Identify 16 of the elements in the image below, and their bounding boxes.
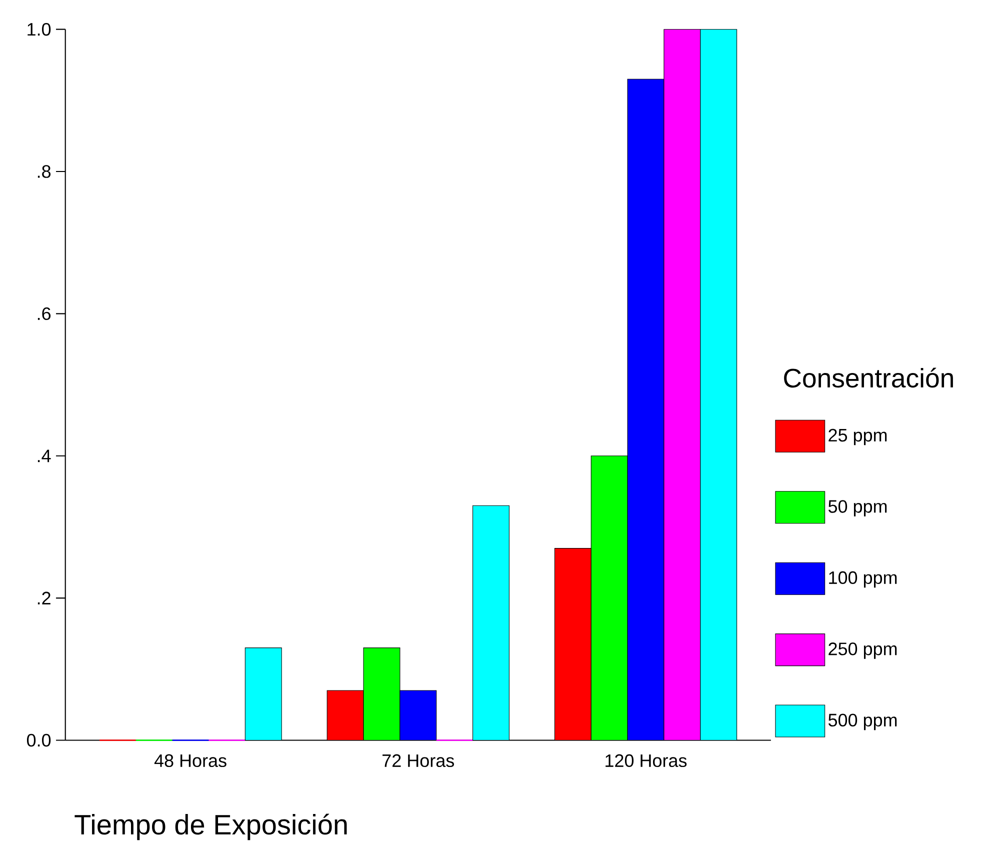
y-tick-label: .6 <box>38 307 51 320</box>
x-tick-label: 72 Horas <box>382 754 454 768</box>
legend-label: 500 ppm <box>828 714 897 730</box>
legend-label: 100 ppm <box>829 571 897 588</box>
y-tick-label: .4 <box>38 450 51 462</box>
x-axis-title: Tiempo de Exposición <box>74 814 347 840</box>
y-tick-label: .2 <box>38 592 50 604</box>
x-tick-label: 120 Horas <box>606 754 687 768</box>
y-tick-label: 1.0 <box>28 22 51 36</box>
legend-label: 50 ppm <box>828 500 887 516</box>
legend-title: Consentración <box>784 368 953 388</box>
y-tick-label: 0.0 <box>26 734 51 747</box>
x-tick-label: 48 Horas <box>154 754 226 768</box>
legend-label: 25 ppm <box>828 428 887 446</box>
legend-label: 250 ppm <box>828 642 897 659</box>
y-tick-label: .8 <box>38 165 51 178</box>
